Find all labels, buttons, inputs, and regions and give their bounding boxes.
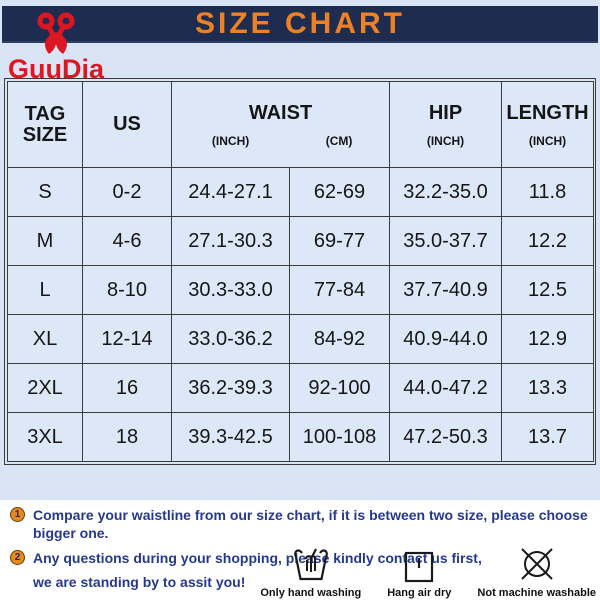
note-number-badge: 1 bbox=[10, 507, 25, 522]
cell-waist_inch: 33.0-36.2 bbox=[171, 314, 290, 364]
cell-us: 18 bbox=[82, 412, 172, 462]
butterfly-logo-icon bbox=[37, 12, 75, 54]
care-label: Only hand washing bbox=[260, 587, 362, 599]
cell-waist_cm: 62-69 bbox=[288, 167, 391, 217]
cell-hip: 44.0-47.2 bbox=[389, 363, 503, 413]
table-row: 2XL 16 36.2-39.3 92-100 44.0-47.2 13.3 bbox=[7, 363, 595, 413]
cell-waist_inch: 36.2-39.3 bbox=[171, 363, 290, 413]
note-item: 2 Any questions during your shopping, pl… bbox=[10, 549, 596, 567]
care-item-hang-dry: Hang air dry bbox=[387, 551, 451, 599]
hang-dry-icon bbox=[405, 551, 434, 583]
cell-tag: XL bbox=[7, 314, 83, 364]
cell-tag: S bbox=[7, 167, 83, 217]
brand-logo: GuuDia bbox=[4, 11, 108, 85]
cell-tag: M bbox=[7, 216, 83, 266]
note-text: Compare your waistline from our size cha… bbox=[33, 507, 588, 541]
cell-hip: 37.7-40.9 bbox=[389, 265, 503, 315]
no-machine-wash-icon bbox=[520, 548, 553, 580]
note-text-continuation: we are standing by to assit you! bbox=[33, 574, 246, 590]
table-row: S 0-2 24.4-27.1 62-69 32.2-35.0 11.8 bbox=[7, 167, 595, 217]
waist-inch-unit: (INCH) bbox=[211, 133, 250, 148]
cell-waist_cm: 100-108 bbox=[288, 412, 391, 462]
cell-waist_cm: 84-92 bbox=[288, 314, 391, 364]
cell-tag: L bbox=[7, 265, 83, 315]
note-number-badge: 2 bbox=[10, 550, 25, 565]
cell-hip: 35.0-37.7 bbox=[389, 216, 503, 266]
cell-us: 16 bbox=[82, 363, 172, 413]
column-header-hip: HIP (INCH) bbox=[389, 81, 503, 168]
care-label: Not machine washable bbox=[477, 587, 596, 599]
page-title: SIZE CHART bbox=[195, 6, 405, 40]
column-header-tag-size: TAG SIZE bbox=[7, 81, 83, 168]
cell-us: 8-10 bbox=[82, 265, 172, 315]
table-row: XL 12-14 33.0-36.2 84-92 40.9-44.0 12.9 bbox=[7, 314, 595, 364]
cell-length: 12.2 bbox=[501, 216, 595, 266]
care-item-hand-wash: Only hand washing bbox=[260, 546, 361, 599]
size-table: TAG SIZE US WAIST (INCH) (CM) HI bbox=[4, 78, 596, 465]
cell-length: 11.8 bbox=[501, 167, 595, 217]
note-text: Any questions during your shopping, plea… bbox=[33, 550, 482, 566]
care-item-no-machine-wash: Not machine washable bbox=[477, 546, 596, 599]
tag-size-label-line1: TAG bbox=[24, 102, 66, 125]
cell-waist_cm: 77-84 bbox=[288, 265, 391, 315]
care-instructions: Only hand washing Hang air dry Not machi… bbox=[260, 546, 596, 599]
cell-hip: 40.9-44.0 bbox=[389, 314, 503, 364]
cell-waist_inch: 27.1-30.3 bbox=[171, 216, 290, 266]
table-header-row: TAG SIZE US WAIST (INCH) (CM) HI bbox=[7, 81, 595, 168]
cell-tag: 2XL bbox=[7, 363, 83, 413]
table-row: L 8-10 30.3-33.0 77-84 37.7-40.9 12.5 bbox=[7, 265, 595, 315]
cell-waist_inch: 24.4-27.1 bbox=[171, 167, 290, 217]
cell-hip: 47.2-50.3 bbox=[389, 412, 503, 462]
cell-waist_inch: 39.3-42.5 bbox=[171, 412, 290, 462]
note-item: 1 Compare your waistline from our size c… bbox=[10, 506, 596, 542]
column-header-waist: WAIST (INCH) (CM) bbox=[170, 81, 391, 168]
cell-waist_inch: 30.3-33.0 bbox=[171, 265, 290, 315]
cell-tag: 3XL bbox=[7, 412, 83, 462]
table-row: M 4-6 27.1-30.3 69-77 35.0-37.7 12.2 bbox=[7, 216, 595, 266]
cell-us: 0-2 bbox=[82, 167, 172, 217]
brand-name: GuuDia bbox=[7, 54, 104, 84]
hand-wash-icon bbox=[293, 548, 328, 581]
table-row: 3XL 18 39.3-42.5 100-108 47.2-50.3 13.7 bbox=[7, 412, 595, 462]
waist-cm-unit: (CM) bbox=[325, 133, 353, 148]
cell-waist_cm: 69-77 bbox=[288, 216, 391, 266]
cell-us: 12-14 bbox=[82, 314, 172, 364]
column-header-us: US bbox=[82, 81, 172, 168]
care-label: Hang air dry bbox=[387, 587, 452, 599]
tag-size-label-line2: SIZE bbox=[22, 123, 68, 146]
cell-length: 12.9 bbox=[501, 314, 595, 364]
cell-length: 13.3 bbox=[501, 363, 595, 413]
cell-hip: 32.2-35.0 bbox=[389, 167, 503, 217]
cell-length: 12.5 bbox=[501, 265, 595, 315]
column-header-length: LENGTH (INCH) bbox=[501, 81, 595, 168]
length-unit: (INCH) bbox=[528, 133, 567, 148]
cell-us: 4-6 bbox=[82, 216, 172, 266]
title-banner: SIZE CHART bbox=[2, 6, 598, 43]
notes-section: 1 Compare your waistline from our size c… bbox=[10, 506, 596, 590]
cell-length: 13.7 bbox=[501, 412, 595, 462]
hip-unit: (INCH) bbox=[426, 133, 465, 148]
size-table-body: S 0-2 24.4-27.1 62-69 32.2-35.0 11.8 M 4-6 27.1-… bbox=[7, 167, 595, 462]
cell-waist_cm: 92-100 bbox=[288, 363, 391, 413]
